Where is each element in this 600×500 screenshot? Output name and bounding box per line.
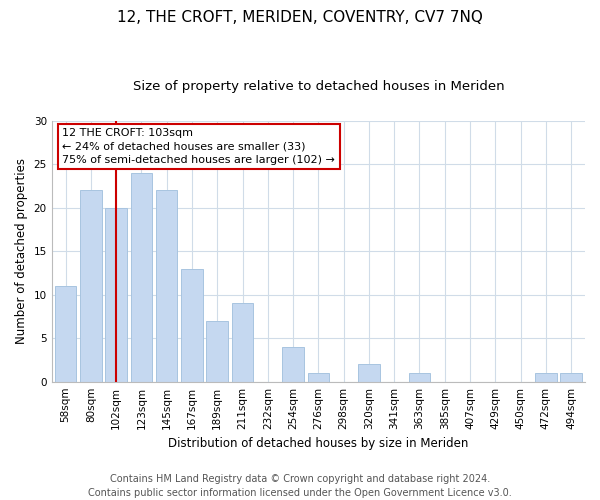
Bar (131, 173, 152, 382)
Bar (232, 304, 253, 382)
Bar (560, 373, 582, 382)
Bar (308, 373, 329, 382)
Bar (206, 321, 228, 382)
Text: 12, THE CROFT, MERIDEN, COVENTRY, CV7 7NQ: 12, THE CROFT, MERIDEN, COVENTRY, CV7 7N… (117, 10, 483, 25)
Bar (535, 373, 557, 382)
Text: Contains HM Land Registry data © Crown copyright and database right 2024.
Contai: Contains HM Land Registry data © Crown c… (88, 474, 512, 498)
Bar (181, 268, 203, 382)
Bar (358, 364, 380, 382)
Bar (55, 286, 76, 382)
X-axis label: Distribution of detached houses by size in Meriden: Distribution of detached houses by size … (168, 437, 469, 450)
Bar (156, 190, 178, 382)
Text: 12 THE CROFT: 103sqm
← 24% of detached houses are smaller (33)
75% of semi-detac: 12 THE CROFT: 103sqm ← 24% of detached h… (62, 128, 335, 165)
Title: Size of property relative to detached houses in Meriden: Size of property relative to detached ho… (133, 80, 504, 93)
Bar (106, 208, 127, 382)
Y-axis label: Number of detached properties: Number of detached properties (15, 158, 28, 344)
Bar (409, 373, 430, 382)
Bar (80, 190, 101, 382)
Bar (283, 347, 304, 382)
